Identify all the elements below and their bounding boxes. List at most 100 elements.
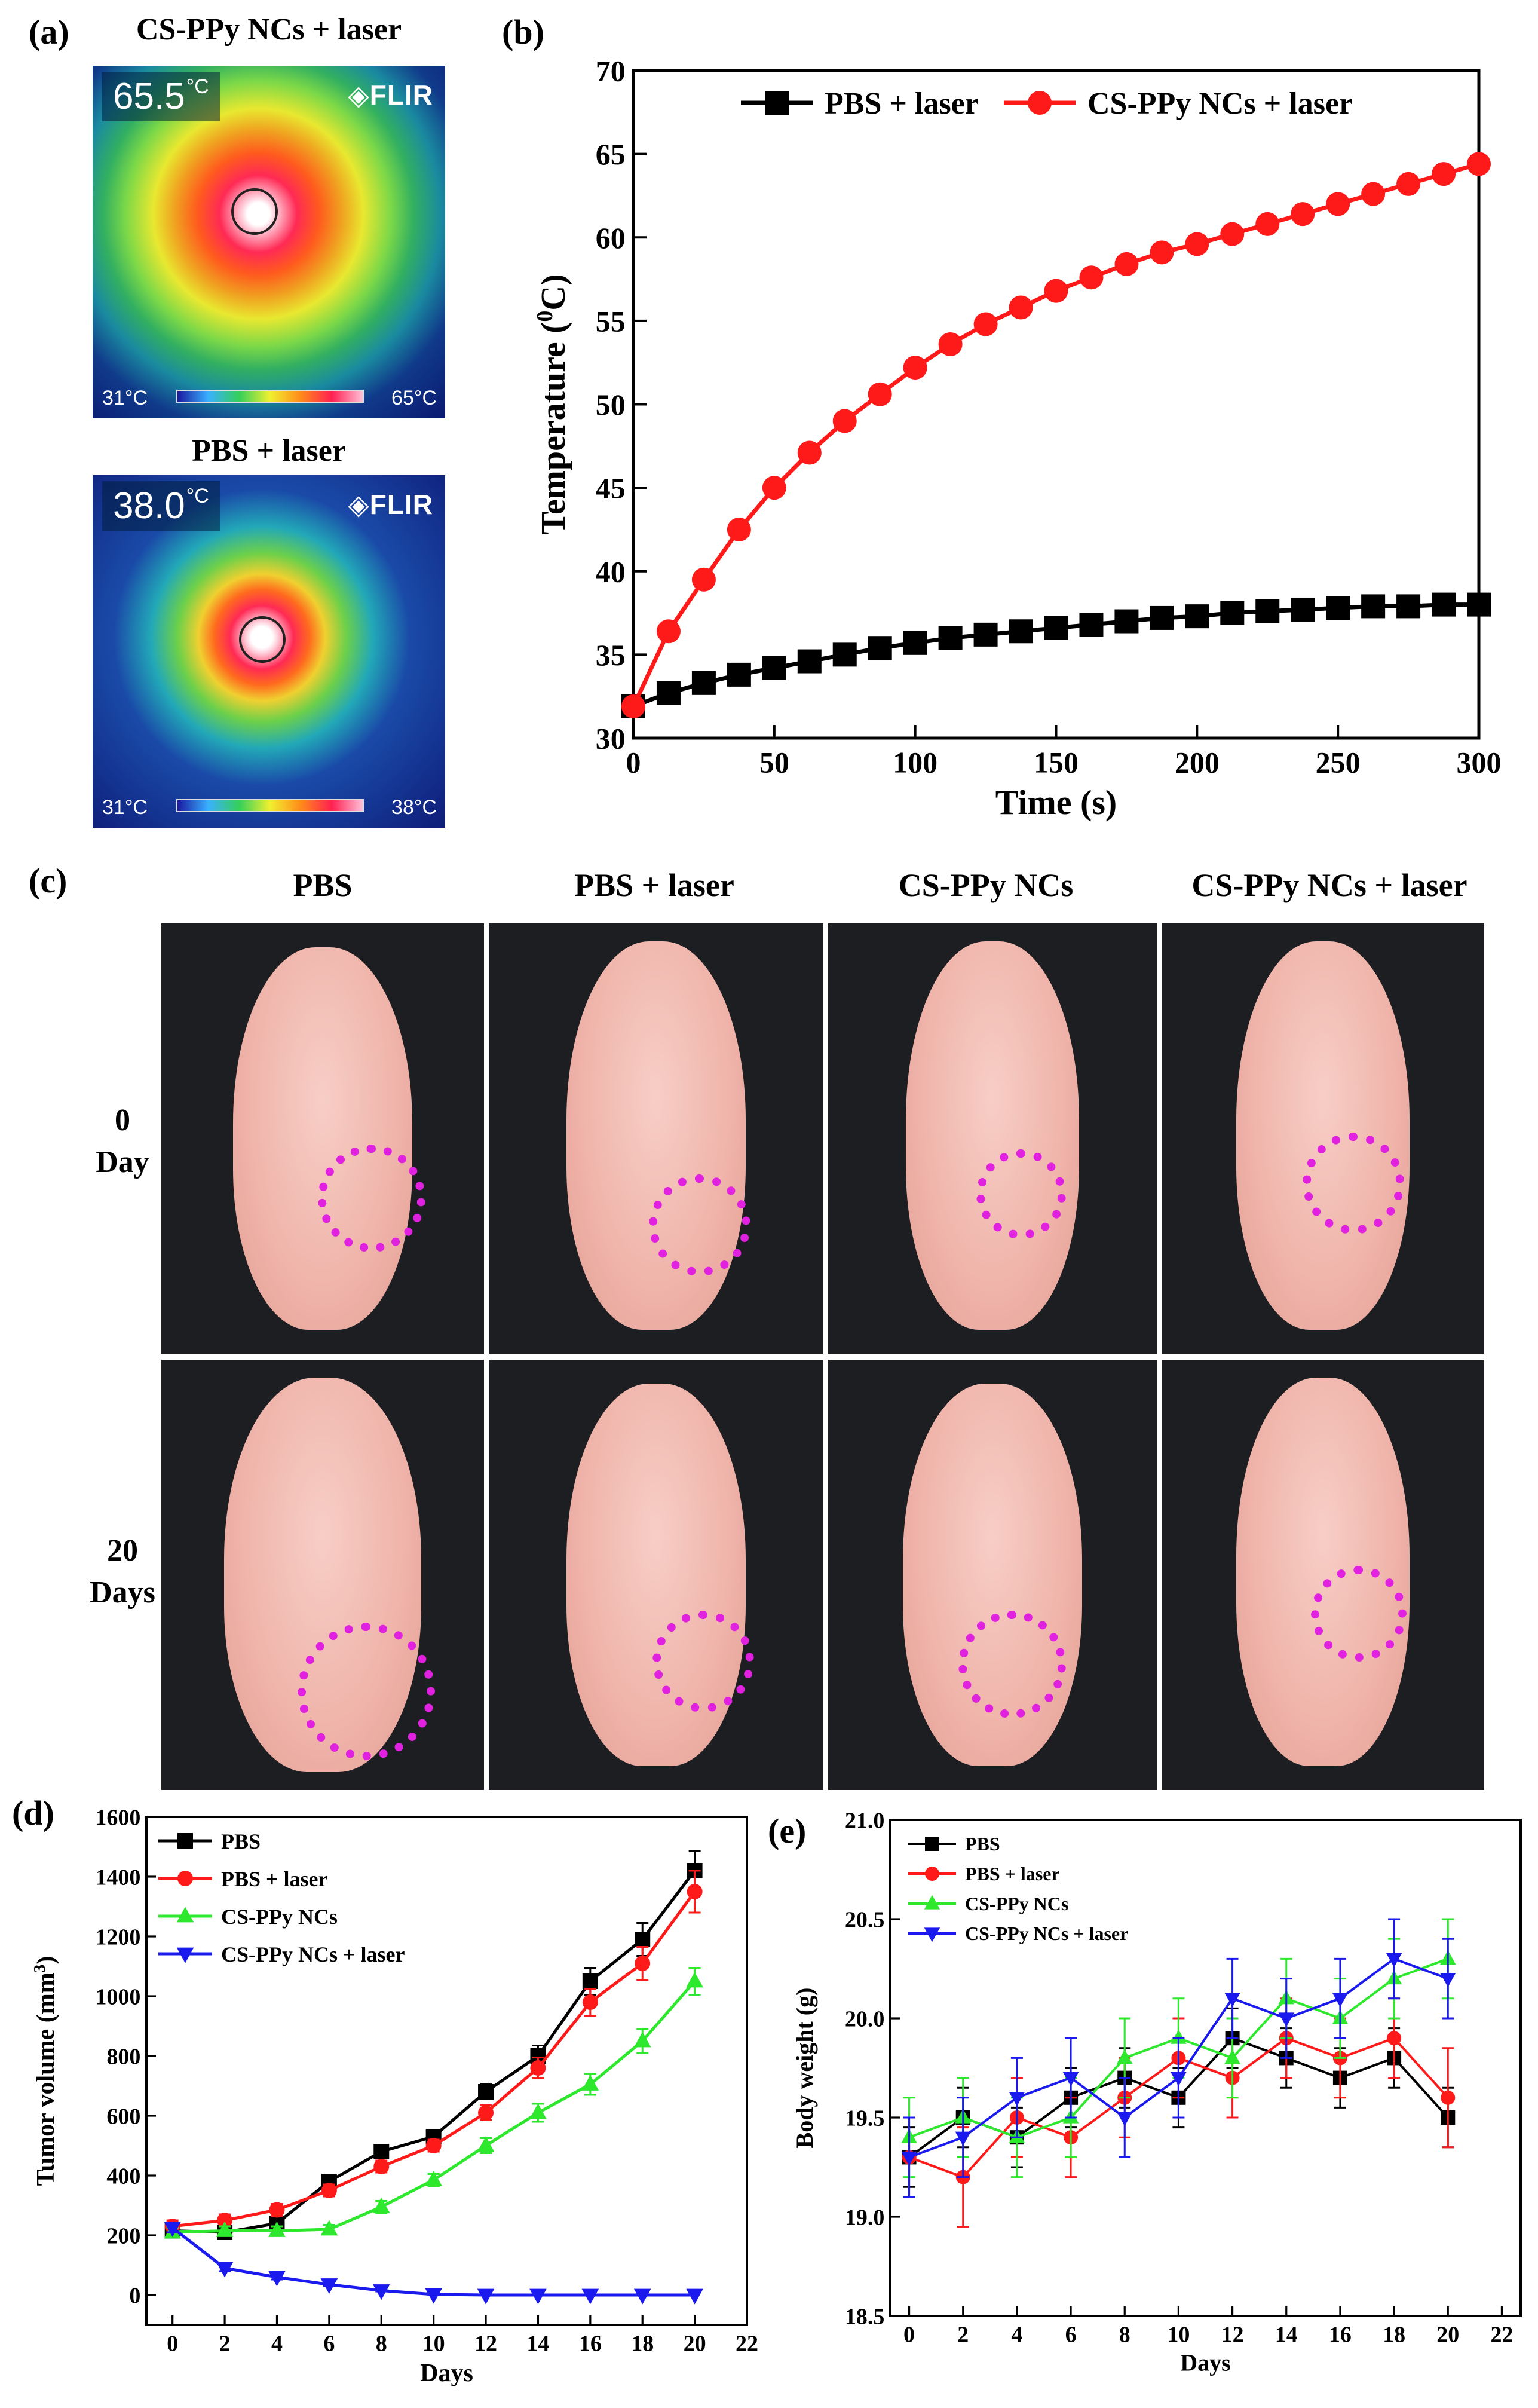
data-point	[1467, 592, 1491, 617]
y-tick-label: 70	[596, 54, 626, 88]
data-point	[973, 622, 998, 647]
data-point	[216, 2221, 234, 2237]
y-axis-label-tail: C)	[534, 274, 572, 310]
mouse-photo-cs-ppy-day20	[828, 1360, 1157, 1790]
temperature-chart: 0 50 100 150 200 250 300 30 35 40 45 50 55 60 65 70 Time…	[532, 54, 1502, 822]
data-point	[477, 2136, 495, 2152]
y-tick-label: 35	[596, 638, 626, 672]
series-2	[164, 1967, 703, 2239]
x-tick-label: 14	[526, 2331, 549, 2357]
x-tick-label: 18	[631, 2331, 654, 2357]
y-tick-label: 40	[596, 555, 626, 588]
panel-c-letter: (c)	[29, 861, 68, 900]
crosshair-icon	[231, 188, 278, 235]
flir-logo: ◈FLIR	[348, 79, 433, 111]
mouse-photo-cs-ppy-day0	[828, 923, 1157, 1354]
plot-frame	[889, 1819, 1522, 2317]
data-point	[1326, 192, 1350, 216]
y-tick-label: 45	[596, 472, 626, 505]
data-point	[425, 2138, 442, 2153]
y-axis-label: Tumor volume (mm3)	[30, 1956, 60, 2186]
y-tick-label: 600	[106, 2104, 140, 2129]
tumor-circle-marker	[1311, 1566, 1407, 1662]
y-tick-label: 60	[596, 221, 626, 255]
series-3	[164, 2222, 703, 2305]
x-tick-label: 4	[1011, 2323, 1022, 2348]
row-label-day-20: 20 Days	[90, 1534, 155, 1610]
data-point	[727, 517, 751, 541]
tumor-circle-marker	[298, 1623, 435, 1760]
series-3	[901, 1918, 1456, 2198]
tumor-circle-marker	[1303, 1133, 1404, 1234]
data-point	[477, 2288, 495, 2305]
x-tick-label: 6	[1065, 2323, 1077, 2348]
thermal-scale-max: 65°C	[391, 387, 437, 409]
x-tick-label: 100	[893, 746, 937, 779]
data-point	[529, 2103, 547, 2119]
mouse	[1236, 941, 1410, 1330]
data-point	[425, 2288, 442, 2304]
legend-label: CS-PPy NCs	[221, 1905, 338, 1929]
data-point	[216, 2262, 234, 2278]
thermal-caption-1: CS-PPy NCs + laser	[136, 13, 402, 47]
data-point	[1171, 2072, 1187, 2086]
y-tick-label: 1200	[95, 1924, 140, 1950]
data-point	[1079, 613, 1104, 637]
legend-label: PBS + laser	[965, 1863, 1060, 1884]
tumor-circle-marker	[652, 1611, 754, 1712]
mouse-photo-pbs-laser-day20	[489, 1360, 823, 1790]
series-1	[164, 1870, 703, 2234]
mouse	[1236, 1378, 1410, 1766]
legend-label: CS-PPy NCs + laser	[1087, 87, 1353, 121]
y-tick-label: 50	[596, 388, 626, 421]
data-point	[1224, 2049, 1240, 2064]
data-point	[1432, 592, 1456, 617]
x-tick-label: 200	[1175, 746, 1220, 779]
x-tick-label: 12	[1221, 2323, 1244, 2348]
x-tick-label: 10	[1167, 2323, 1190, 2348]
data-point	[903, 356, 927, 380]
data-point	[1386, 1953, 1402, 1968]
data-point	[1185, 232, 1209, 256]
mouse-photo-cs-ppy-laser-day0	[1162, 923, 1484, 1354]
legend-label: PBS	[221, 1829, 261, 1853]
column-label-cs-ppy: CS-PPy NCs	[898, 867, 1074, 903]
y-tick-label: 1400	[95, 1865, 140, 1890]
data-point	[1432, 162, 1456, 186]
y-axis-label-main: Tumor volume (mm	[32, 1972, 60, 2186]
body-weight-chart: 0 2 4 6 8 10 12 14 16 18 20 22 18.5 19.0 19.5 20.0 20.5 2…	[791, 1808, 1522, 2376]
thermal-temp-readout: 65.5°C	[102, 72, 220, 121]
data-point	[687, 1884, 703, 1899]
data-point	[762, 656, 786, 680]
legend-marker	[176, 1907, 194, 1923]
x-tick-label: 0	[626, 746, 641, 779]
data-point	[372, 2284, 390, 2300]
y-tick-label: 21.0	[845, 1808, 885, 1833]
series-line	[171, 2226, 695, 2297]
tumor-circle-marker	[318, 1145, 425, 1252]
data-point	[582, 1973, 598, 1989]
data-point	[1396, 594, 1421, 619]
y-tick-label: 19.5	[845, 2106, 885, 2131]
thermal-scale-max: 38°C	[391, 796, 437, 819]
y-tick-label: 20.0	[845, 2006, 885, 2031]
thermal-scale-min: 31°C	[102, 387, 148, 409]
legend-marker	[925, 1837, 939, 1851]
x-tick-label: 22	[736, 2331, 758, 2357]
data-point	[656, 619, 681, 644]
data-point	[1396, 172, 1421, 196]
y-tick-label: 18.5	[845, 2304, 885, 2329]
mouse	[233, 947, 412, 1330]
data-point	[621, 694, 645, 718]
data-point	[268, 2221, 286, 2237]
x-tick-label: 6	[323, 2331, 335, 2357]
data-point	[373, 2159, 390, 2174]
y-axis-label-tail: )	[32, 1956, 60, 1965]
mouse-photo-pbs-day0	[161, 923, 484, 1354]
x-axis-label: Days	[420, 2360, 473, 2387]
data-point	[1278, 2012, 1294, 2027]
column-label-cs-ppy-laser: CS-PPy NCs + laser	[1191, 867, 1467, 903]
data-point	[1044, 616, 1068, 640]
data-point	[1255, 599, 1280, 623]
data-point	[1332, 1993, 1349, 2008]
